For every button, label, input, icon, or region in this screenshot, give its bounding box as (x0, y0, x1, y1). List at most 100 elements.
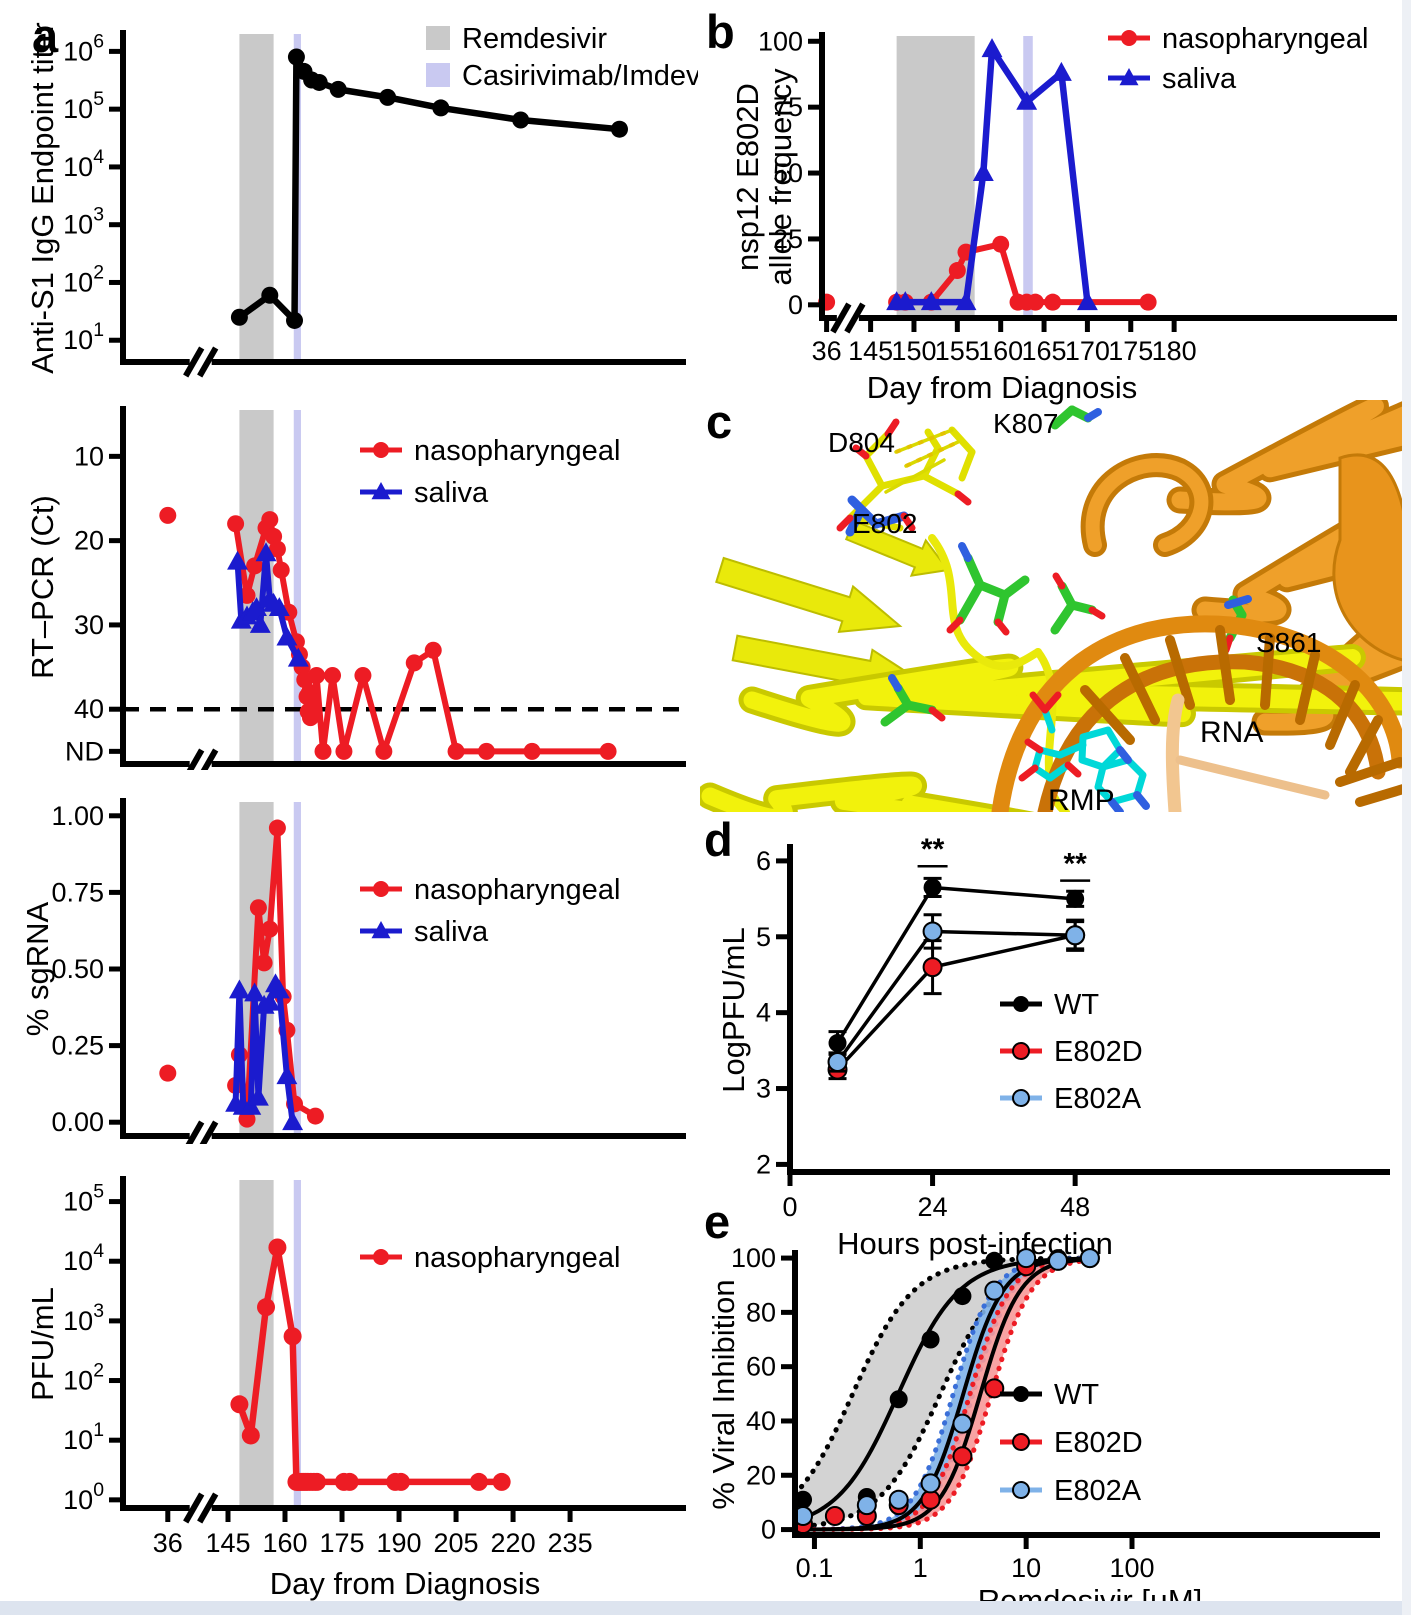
panel-letter-e: e (704, 1195, 731, 1248)
residue-stick (963, 553, 985, 590)
legend-label: saliva (414, 477, 489, 509)
tick-label: 1 (913, 1553, 928, 1583)
ribbon-sheet-arrow (844, 519, 950, 577)
data-point-triangle (247, 1086, 269, 1106)
data-point-circle (391, 1472, 410, 1491)
series-nasopharyngeal (230, 1238, 511, 1491)
data-point-circle (227, 515, 245, 533)
residue-stick (955, 580, 985, 625)
data-point-circle (405, 654, 423, 672)
data-point-circle (984, 1280, 1005, 1301)
legend: nasopharyngeal saliva (1108, 23, 1368, 95)
tick-label: 160 (262, 1528, 307, 1558)
tick-label: 165 (1022, 336, 1067, 366)
residue-stick (1052, 572, 1066, 590)
ct-svg: 10 20 30 40 ND RT–PCR (Ct) nasopharyngeal saliv… (25, 406, 686, 780)
data-point-circle (447, 742, 465, 760)
data-point-circle (492, 1472, 511, 1491)
fit-curve (794, 1256, 1096, 1532)
data-point-circle (230, 308, 248, 326)
data-point-circle (249, 899, 267, 917)
data-point-circle (354, 667, 372, 684)
series-nasopharyngeal (159, 506, 617, 760)
tick-label: 25 (773, 224, 803, 254)
ribbon-orange-blob (1332, 453, 1411, 664)
residue-stick (1260, 633, 1275, 710)
data-point-circle (1013, 996, 1029, 1012)
data-point-circle (373, 1249, 389, 1265)
tick-label: 103 (63, 204, 104, 240)
residue-stick (1041, 691, 1062, 714)
data-point-circle (599, 742, 617, 760)
series-nasopharyngeal (818, 235, 1157, 311)
data-point-circle (375, 742, 393, 760)
chart-pfu-per-ml: 100 101 102 103 104 105 36 145 160 175 190 205 220 23… (8, 1150, 698, 1612)
data-point-circle (268, 540, 286, 558)
residue-stick (903, 700, 937, 715)
data-point-circle (1048, 1250, 1069, 1271)
legend-label: nasopharyngeal (414, 1242, 620, 1274)
data-point-circle (827, 1051, 848, 1072)
data-point-circle (1079, 1248, 1100, 1269)
tick-label: 0 (761, 1515, 776, 1545)
tick-label: 5 (756, 922, 771, 952)
series-anti-S1-IgG (230, 48, 628, 329)
tick-label: 100 (63, 1479, 104, 1515)
data-point-circle (238, 1110, 256, 1128)
chart-e802d-allele-frequency: 0 25 50 75 100 36 145 150 155 160 165 170 175 180 Day … (700, 12, 1405, 412)
data-point-circle (856, 1495, 877, 1516)
legend-swatch (426, 26, 450, 50)
tick-label: 0.25 (51, 1031, 104, 1061)
tick-label: 10 (1011, 1553, 1041, 1583)
residue-stick (993, 590, 1010, 627)
data-point-circle (287, 48, 305, 66)
legend-label: WT (1054, 1379, 1099, 1411)
residue-stick (862, 430, 892, 460)
data-point-circle (984, 1378, 1005, 1399)
h-bond-dashed (895, 428, 953, 454)
data-point-circle (306, 1107, 324, 1125)
data-point-circle (241, 1426, 260, 1445)
residue-stick (1224, 595, 1252, 609)
tick-label: 175 (319, 1528, 364, 1558)
residue-stick (1024, 738, 1044, 754)
treatment-band (293, 410, 301, 764)
data-point-circle (324, 667, 342, 684)
legend: nasopharyngeal saliva (360, 435, 620, 509)
data-point-circle (1012, 1089, 1030, 1107)
data-point-circle (1016, 1248, 1037, 1269)
data-point-circle (268, 1238, 287, 1257)
significance-stars: ** (921, 833, 945, 866)
data-point-circle (373, 442, 389, 458)
data-point-circle (340, 1472, 359, 1491)
tick-label: 170 (1065, 336, 1110, 366)
residue-stick (1084, 408, 1102, 422)
residue-stick (1080, 685, 1135, 745)
data-point-triangle (1119, 68, 1139, 86)
tick-label: 40 (746, 1406, 776, 1436)
data-point-circle (307, 1472, 326, 1491)
residue-stick (1295, 650, 1320, 725)
tick-label: 103 (63, 1300, 104, 1336)
tick-label: 4 (756, 998, 771, 1028)
tick-label: 75 (773, 92, 803, 122)
legend: nasopharyngeal saliva (360, 874, 620, 948)
data-point-circle (1121, 30, 1137, 46)
residue-stick (880, 700, 913, 727)
legend: WT E802D E802A (1000, 1379, 1143, 1507)
tick-label: 101 (63, 319, 104, 355)
tick-label: 20 (746, 1460, 776, 1490)
rna-light-strand (1165, 693, 1185, 819)
residue-stick (1064, 761, 1082, 778)
data-point-triangle (268, 597, 290, 616)
tick-label: 100 (758, 26, 803, 56)
tick-label: 0.1 (796, 1553, 834, 1583)
data-point-triangle (972, 162, 994, 181)
chart-anti-s1-igg-titer: 101 102 103 104 105 106 Anti-S1 IgG Endpoint t… (8, 6, 763, 388)
data-point-circle (889, 1390, 908, 1409)
residue-stick (928, 706, 946, 722)
data-point-circle (953, 1287, 972, 1306)
